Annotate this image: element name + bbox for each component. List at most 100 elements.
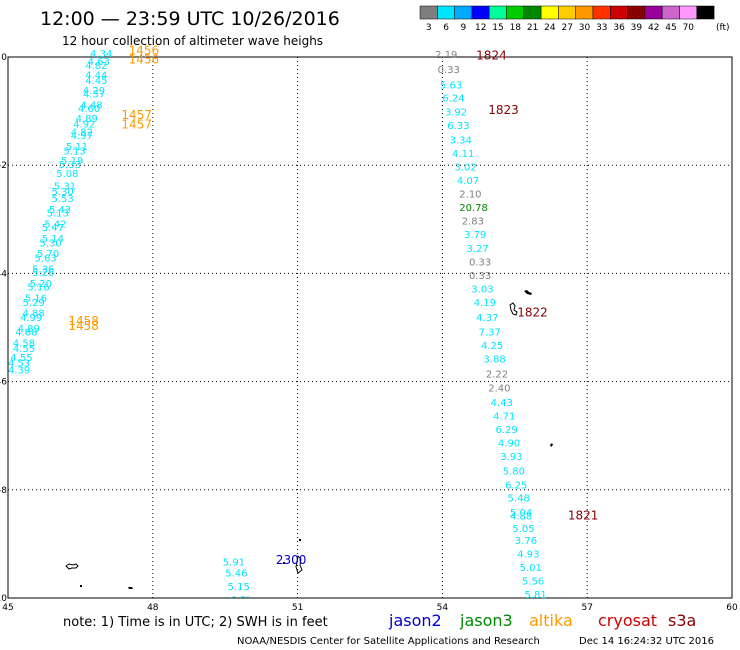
swh-value-label: 5.70	[37, 249, 59, 260]
swh-value-label: 3.76	[515, 536, 537, 547]
color-scale-label: 6	[443, 23, 449, 33]
color-scale-label: 18	[510, 23, 522, 33]
swh-value-label: 7.37	[479, 328, 501, 339]
swh-value-label: 3.79	[464, 230, 486, 241]
swh-value-label: 3.92	[445, 107, 467, 118]
swh-value-label: 4.37	[83, 90, 105, 101]
land-outlines	[65, 290, 553, 589]
color-scale-swatch	[523, 5, 542, 20]
color-scale-swatch	[454, 5, 473, 20]
footer-credit: NOAA/NESDIS Center for Satellite Applica…	[237, 636, 540, 647]
swh-value-label: 6.29	[495, 425, 517, 436]
satellite-legend-jason3: jason3	[459, 611, 513, 630]
pass-time-label: 1457	[121, 108, 152, 122]
island-outline	[524, 290, 532, 295]
swh-value-label: 5.15	[228, 582, 250, 593]
swh-value-label: 5.56	[522, 576, 544, 587]
color-scale-label: 3	[426, 23, 432, 33]
color-scale-label: 33	[596, 23, 607, 33]
swh-value-label: 5.30	[51, 187, 73, 198]
swh-value-label: 4.37	[476, 313, 498, 324]
swh-value-label: 5.08	[56, 169, 78, 180]
island-outline	[283, 562, 285, 564]
swh-value-label: 4.63	[88, 57, 110, 68]
color-scale-swatch	[644, 5, 663, 20]
color-scale-label: 24	[544, 23, 556, 33]
x-tick-label: 57	[581, 603, 592, 613]
swh-value-label: 3.02	[454, 163, 476, 174]
swh-value-label: 4.39	[8, 365, 30, 376]
swh-value-label: 6.25	[505, 481, 527, 492]
swh-value-label: 3.27	[467, 244, 489, 255]
y-tick-label: -10	[0, 594, 7, 604]
plot-frame	[7, 56, 733, 599]
x-axis-ticks: 45 48 51 54 57 60	[2, 603, 738, 613]
color-scale-swatch	[661, 5, 680, 20]
island-outline	[509, 302, 518, 316]
swh-value-label: 5.04	[510, 508, 532, 519]
color-scale-swatch	[627, 5, 646, 20]
swh-value-label: 3.88	[483, 355, 505, 366]
swh-value-label: 5.81	[524, 590, 546, 601]
color-scale-label: 30	[579, 23, 591, 33]
swh-value-label: 5.14	[42, 234, 64, 245]
swh-value-label: 2.10	[459, 190, 481, 201]
gridlines	[8, 57, 732, 598]
satellite-legend-s3a: s3a	[668, 611, 696, 630]
x-tick-label: 54	[437, 603, 449, 613]
color-scale-label: 9	[461, 23, 467, 33]
swh-value-label: 4.07	[457, 176, 479, 187]
color-scale-swatch	[592, 5, 611, 20]
swh-value-label: 3.03	[471, 284, 493, 295]
x-tick-label: 48	[147, 603, 159, 613]
swh-value-label: 6.33	[447, 121, 469, 132]
swh-value-label: 4.88	[22, 309, 44, 320]
swh-value-label: 0.33	[469, 257, 491, 268]
pass-time-label: 1456	[129, 43, 160, 57]
color-scale-swatch	[540, 5, 559, 20]
color-scale-label: 15	[492, 23, 503, 33]
swh-value-label: 4.58	[13, 338, 35, 349]
island-outline	[299, 539, 301, 541]
swh-value-label: 5.46	[225, 568, 247, 579]
swh-value-label: 5.42	[44, 219, 66, 230]
swh-value-label: 5.19	[61, 156, 83, 167]
swh-value-label: 4.11	[452, 149, 474, 160]
color-scale-label: 36	[613, 23, 625, 33]
swh-value-label: 5.31	[54, 182, 76, 193]
swh-value-label: 0.33	[438, 65, 460, 76]
swh-value-label: 5.29	[22, 298, 44, 309]
y-tick-label: 0	[1, 53, 7, 63]
swh-value-label: 4.44	[85, 71, 107, 82]
pass-time-label: 2300	[276, 553, 307, 567]
swh-value-label: 5.01	[520, 563, 542, 574]
satellite-legend-jason2: jason2	[388, 611, 442, 630]
swh-value-label: 5.30	[39, 238, 61, 249]
color-scale-unit: (ft)	[716, 23, 730, 33]
chart-title: 12:00 — 23:59 UTC 10/26/2016	[40, 8, 340, 30]
swh-value-label: 4.90	[498, 439, 520, 450]
swh-value-label: 4.82	[71, 127, 93, 138]
swh-value-label: 2.83	[462, 217, 484, 228]
x-tick-label: 60	[726, 603, 738, 613]
swh-value-label: 5.48	[508, 494, 530, 505]
island-outline	[295, 554, 303, 574]
swh-value-label: 5.80	[503, 467, 525, 478]
swh-value-label: 4.48	[80, 100, 102, 111]
color-scale-label: 21	[527, 23, 538, 33]
swh-value-label: 4.71	[493, 411, 515, 422]
swh-value-label: 5.63	[440, 80, 462, 91]
color-scale-legend: 3 6 9 12 15 18 21 24 27 30 33 36 39 42 45 70	[419, 5, 715, 33]
y-tick-label: -8	[0, 486, 7, 496]
color-scale-label: 70	[683, 23, 695, 33]
color-scale-label: 12	[475, 23, 486, 33]
swh-value-label: 5.53	[51, 194, 73, 205]
y-tick-label: -6	[0, 378, 7, 388]
swh-value-label: 5.11	[66, 142, 88, 153]
swh-value-label: 5.36	[32, 264, 54, 275]
swh-value-label: 4.45	[85, 76, 107, 87]
swh-value-label: 4.34	[90, 49, 112, 60]
y-tick-label: -4	[0, 269, 7, 279]
swh-value-label: 4.93	[517, 549, 539, 560]
